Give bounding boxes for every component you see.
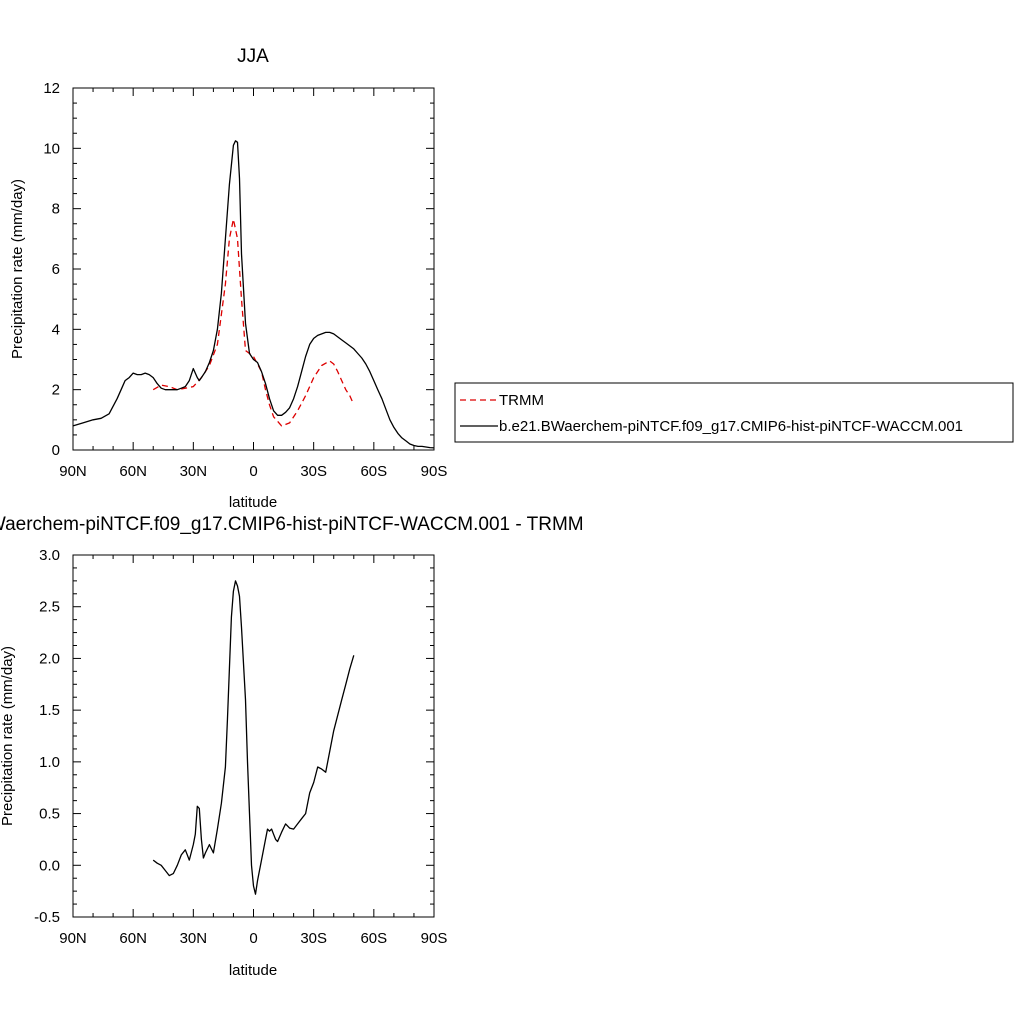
- chart-title: b.e21.BWaerchem-piNTCF.f09_g17.CMIP6-his…: [0, 514, 584, 535]
- x-axis-label: latitude: [229, 962, 277, 979]
- series-group: [152, 580, 355, 895]
- y-tick-label: 0.5: [39, 806, 60, 823]
- y-tick-label: 2: [52, 382, 60, 399]
- upper-panel: JJA latitude Precipitation rate (mm/day)…: [9, 46, 447, 511]
- series-line-trmm: [152, 218, 355, 427]
- series-group: [72, 140, 435, 449]
- x-tick-label: 30N: [180, 463, 208, 480]
- x-tick-label: 60S: [360, 463, 387, 480]
- x-tick-label: 0: [249, 930, 257, 947]
- axis-ticks: 90N 60N 30N 0 30S 60S 90S 0 2 4 6 8 10 12: [43, 80, 447, 480]
- y-tick-label: 8: [52, 201, 60, 218]
- x-tick-label: 60N: [119, 930, 147, 947]
- y-tick-label: 12: [43, 80, 60, 97]
- legend-box: [454, 382, 1014, 443]
- chart-title: JJA: [237, 46, 269, 67]
- x-tick-label: 60S: [360, 930, 387, 947]
- y-tick-label: 1.5: [39, 702, 60, 719]
- x-tick-label: 90N: [59, 930, 87, 947]
- legend: TRMM b.e21.BWaerchem-piNTCF.f09_g17.CMIP…: [454, 382, 1014, 443]
- lower-panel: b.e21.BWaerchem-piNTCF.f09_g17.CMIP6-his…: [0, 514, 584, 979]
- legend-entry-trmm: TRMM: [499, 392, 544, 409]
- y-tick-label: 0.0: [39, 857, 60, 874]
- y-tick-label: 2.5: [39, 599, 60, 616]
- y-axis-label: Precipitation rate (mm/day): [9, 179, 26, 359]
- y-tick-label: 1.0: [39, 754, 60, 771]
- legend-entry-model: b.e21.BWaerchem-piNTCF.f09_g17.CMIP6-his…: [499, 418, 963, 435]
- x-tick-label: 90S: [421, 930, 448, 947]
- x-axis-label: latitude: [229, 494, 277, 511]
- x-tick-label: 30N: [180, 930, 208, 947]
- y-tick-label: 4: [52, 321, 60, 338]
- series-line-model: [152, 580, 355, 895]
- axis-ticks: 90N 60N 30N 0 30S 60S 90S -0.5 0.0 0.5 1.0 1.5 2.0 2.…: [34, 547, 447, 947]
- y-tick-label: 3.0: [39, 547, 60, 564]
- plot-frame: [72, 554, 435, 918]
- y-tick-label: 6: [52, 261, 60, 278]
- plot-frame: [72, 87, 435, 451]
- x-tick-label: 30S: [300, 930, 327, 947]
- y-axis-label: Precipitation rate (mm/day): [0, 646, 16, 826]
- x-tick-label: 0: [249, 463, 257, 480]
- series-line-model: [72, 140, 435, 449]
- y-tick-label: 10: [43, 140, 60, 157]
- y-tick-label: 0: [52, 442, 60, 459]
- y-tick-label: -0.5: [34, 909, 60, 926]
- x-tick-label: 60N: [119, 463, 147, 480]
- y-tick-label: 2.0: [39, 650, 60, 667]
- x-tick-label: 90N: [59, 463, 87, 480]
- x-tick-label: 30S: [300, 463, 327, 480]
- x-tick-label: 90S: [421, 463, 448, 480]
